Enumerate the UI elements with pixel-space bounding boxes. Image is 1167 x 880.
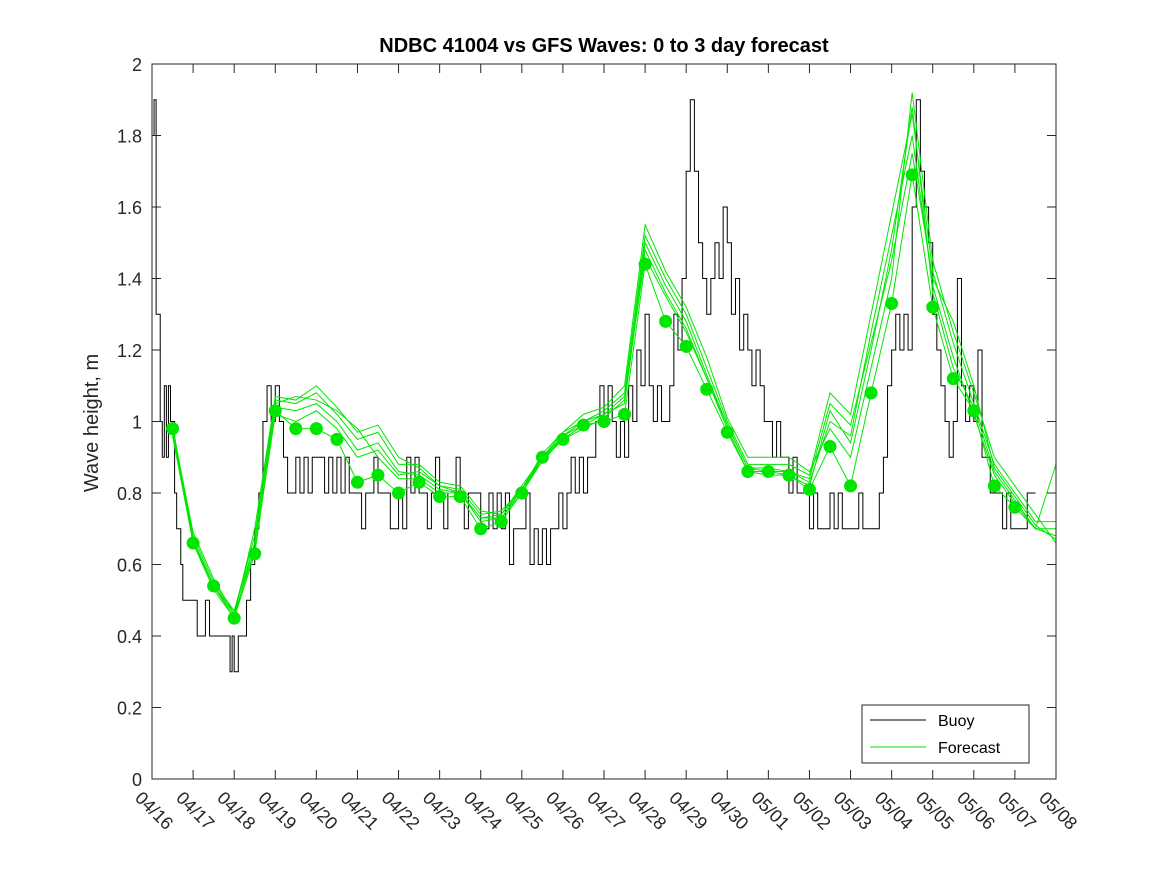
forecast-marker [474, 522, 488, 536]
forecast-marker [535, 450, 549, 464]
legend-buoy-label: Buoy [938, 713, 974, 730]
forecast-marker [289, 422, 303, 436]
forecast-marker [987, 479, 1001, 493]
legend-forecast-label: Forecast [938, 740, 1001, 757]
forecast-marker [885, 297, 899, 311]
y-tick-label: 1 [132, 413, 142, 433]
forecast-marker [207, 579, 221, 593]
forecast-marker [1008, 500, 1022, 514]
forecast-marker [802, 482, 816, 496]
y-tick-label: 0.6 [117, 556, 142, 576]
forecast-run-line [172, 92, 1056, 616]
y-axis-label: Wave height, m [81, 354, 103, 492]
forecast-marker [864, 386, 878, 400]
forecast-marker [741, 465, 755, 479]
y-tick-label: 0.2 [117, 699, 142, 719]
forecast-marker [412, 475, 426, 489]
forecast-marker [823, 440, 837, 454]
forecast-marker [761, 465, 775, 479]
chart-title: NDBC 41004 vs GFS Waves: 0 to 3 day fore… [379, 35, 829, 57]
forecast-marker [659, 314, 673, 328]
y-tick-label: 1.6 [117, 198, 142, 218]
forecast-marker [227, 611, 241, 625]
forecast-marker [186, 536, 200, 550]
forecast-marker [946, 372, 960, 386]
forecast-marker [330, 432, 344, 446]
y-tick-label: 0.4 [117, 627, 142, 647]
y-tick-label: 0.8 [117, 484, 142, 504]
y-tick-label: 1.8 [117, 127, 142, 147]
forecast-marker [782, 468, 796, 482]
legend: Buoy Forecast [861, 704, 1030, 764]
y-tick-label: 0 [132, 770, 142, 790]
forecast-marker [268, 404, 282, 418]
forecast-marker [679, 339, 693, 353]
forecast-run-line [172, 106, 1056, 620]
forecast-marker [494, 515, 508, 529]
forecast-marker [926, 300, 940, 314]
forecast-marker [905, 168, 919, 182]
forecast-marker [700, 382, 714, 396]
y-tick-label: 1.4 [117, 270, 142, 290]
forecast-marker [392, 486, 406, 500]
forecast-marker [515, 486, 529, 500]
forecast-marker [248, 547, 262, 561]
forecast-marker [638, 257, 652, 271]
forecast-marker [844, 479, 858, 493]
y-tick-label: 1.2 [117, 341, 142, 361]
forecast-marker [309, 422, 323, 436]
forecast-marker [350, 475, 364, 489]
forecast-marker [371, 468, 385, 482]
buoy-series-line [152, 99, 1036, 673]
plot-series-group [152, 92, 1056, 673]
forecast-marker [597, 415, 611, 428]
forecast-marker [967, 404, 981, 418]
y-tick-label: 2 [132, 55, 142, 75]
forecast-marker [453, 490, 467, 504]
forecast-marker [576, 418, 590, 432]
plot-area [152, 92, 1056, 673]
legend-box [861, 704, 1030, 764]
forecast-marker [720, 425, 734, 439]
forecast-marker [618, 407, 632, 421]
forecast-marker [556, 432, 570, 446]
forecast-marker [166, 422, 180, 436]
forecast-marker [433, 490, 447, 504]
